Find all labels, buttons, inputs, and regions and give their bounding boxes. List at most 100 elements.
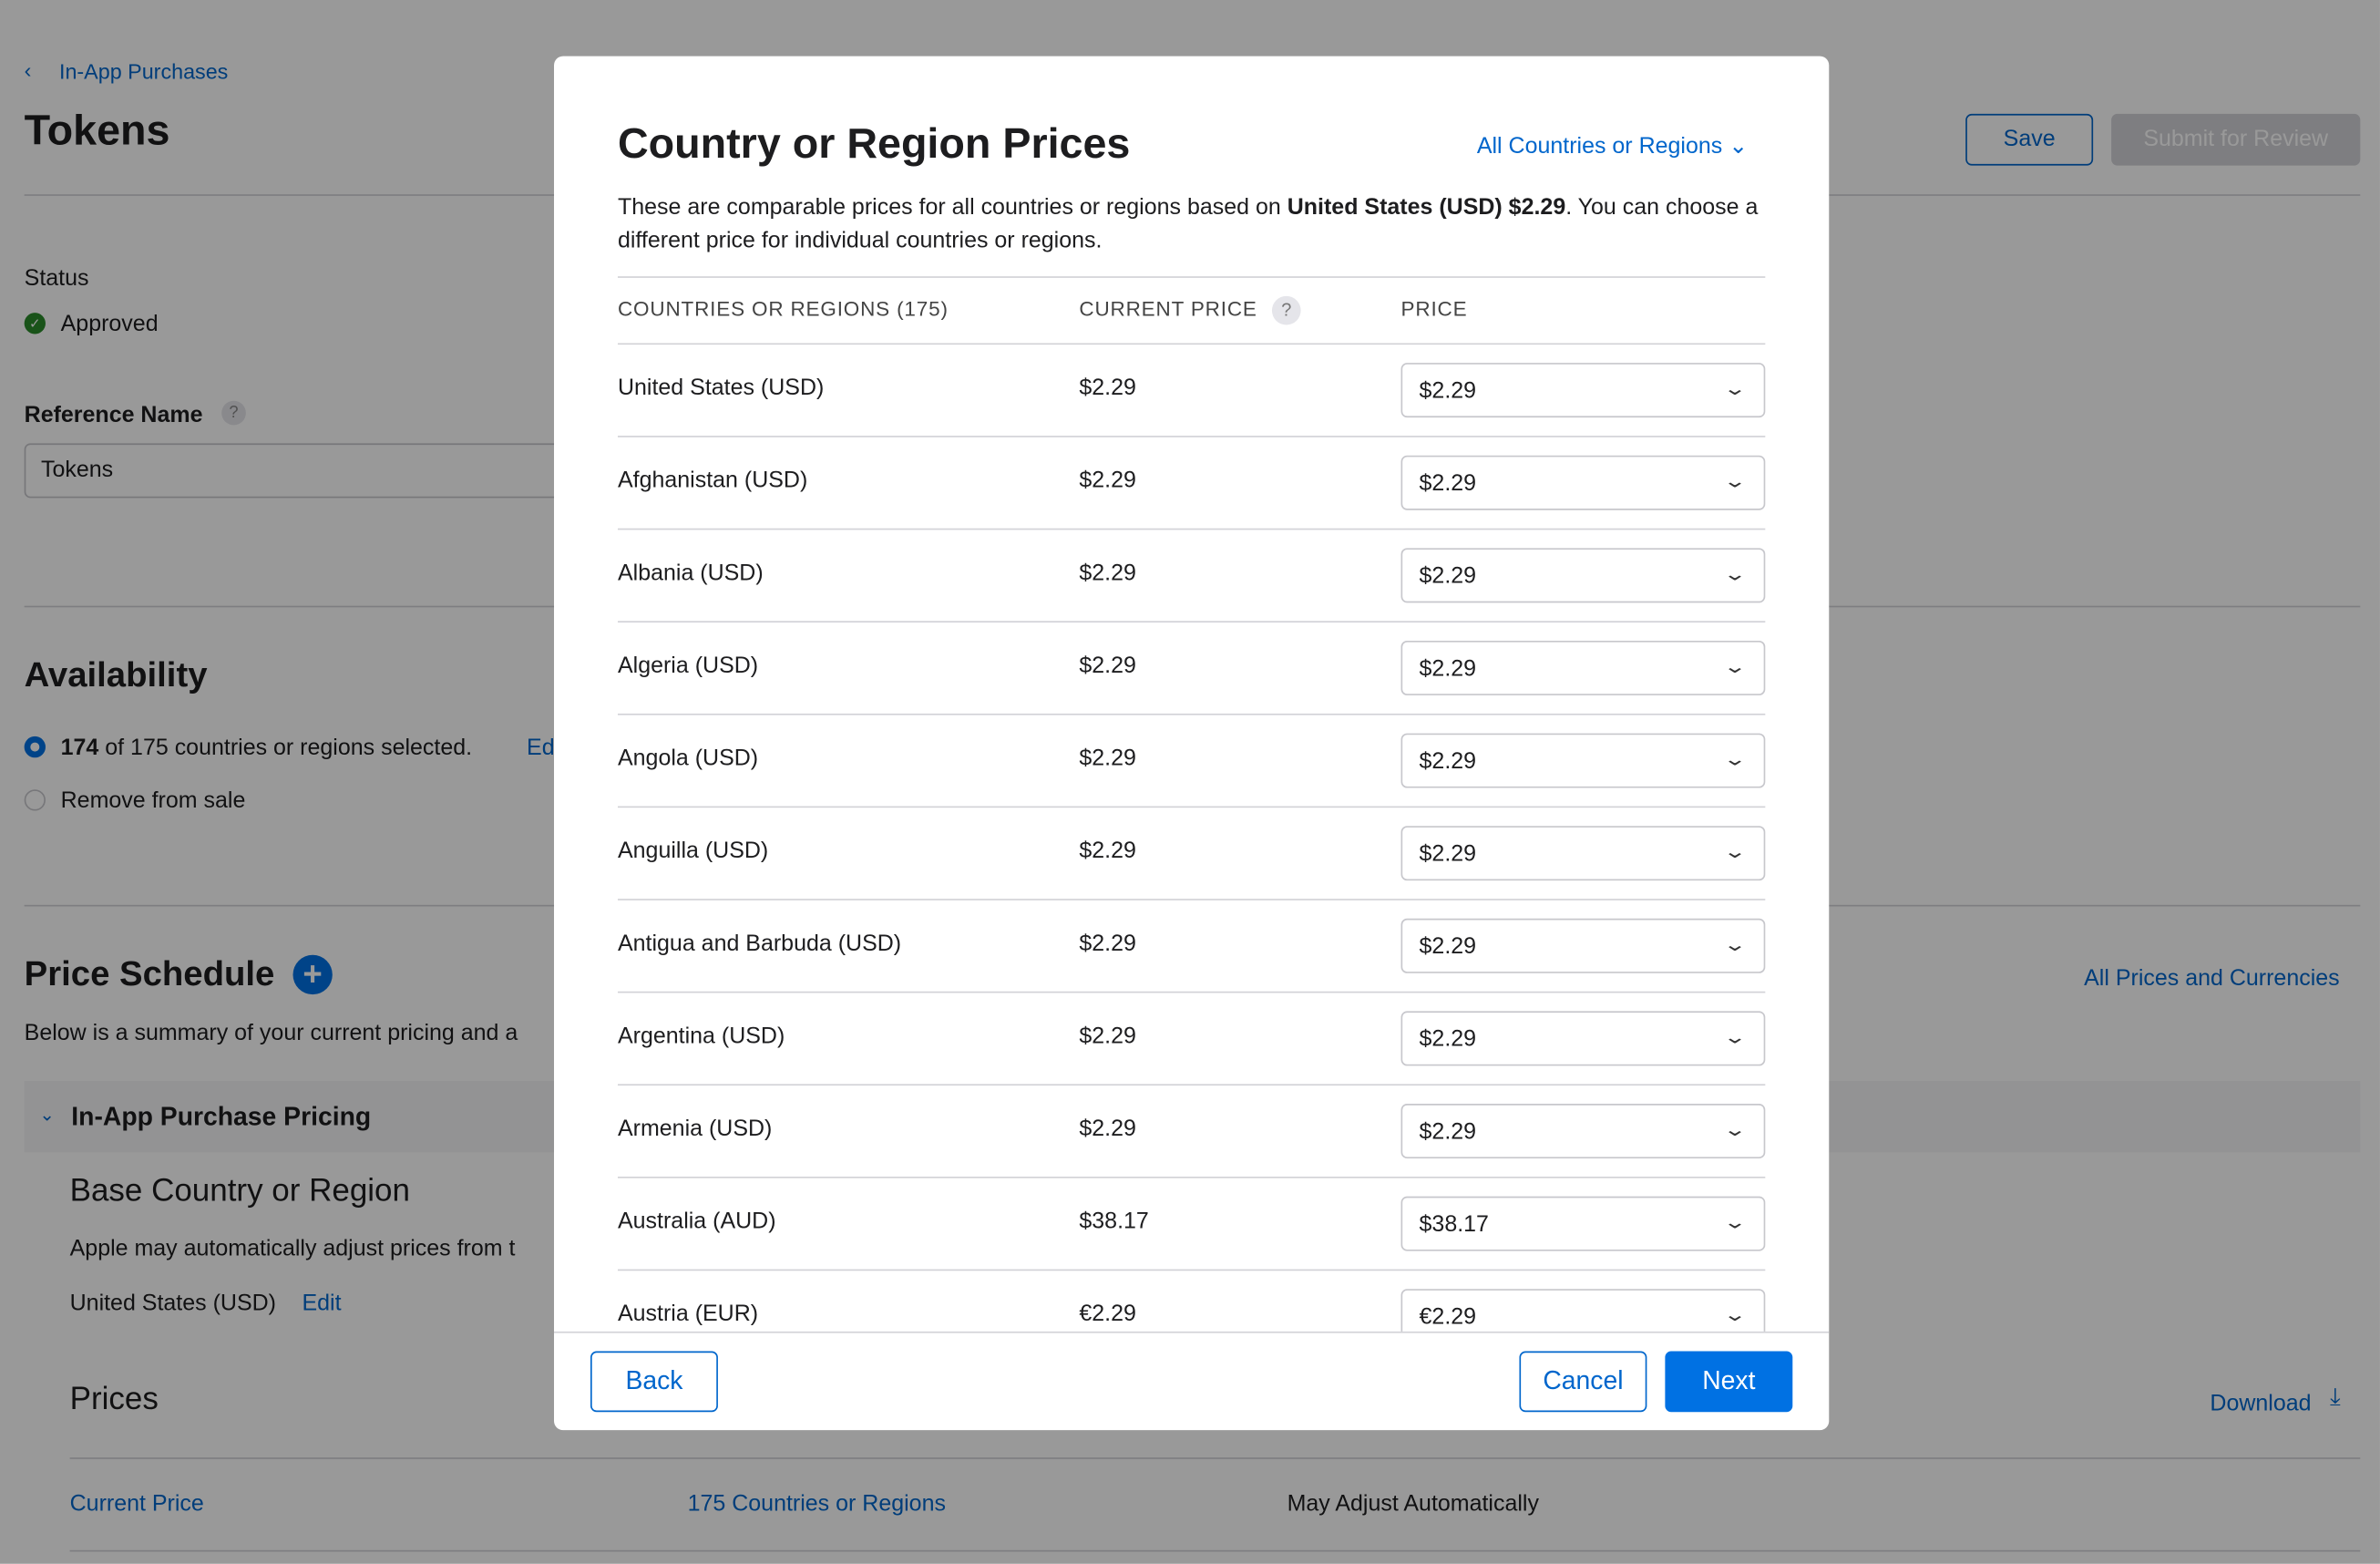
chevron-down-icon: ⌄ [1722,840,1748,863]
price-select[interactable]: $2.29 ⌄ [1400,1011,1766,1066]
country-name: Anguilla (USD) [617,838,769,864]
save-button[interactable]: Save [1965,113,2094,166]
price-value: $2.29 [1419,470,1477,497]
price-value: $2.29 [1419,655,1477,682]
current-price: $2.29 [1079,375,1136,401]
col-header-country: COUNTRIES OR REGIONS (175) [617,297,949,321]
prices-title: Prices [69,1381,159,1417]
cancel-button[interactable]: Cancel [1519,1351,1647,1413]
region-filter-label: All Countries or Regions [1476,133,1723,159]
chevron-down-icon: ⌄ [1722,933,1748,955]
price-select[interactable]: $2.29 ⌄ [1400,733,1766,788]
country-name: Angola (USD) [617,745,759,772]
price-value: $2.29 [1419,748,1477,775]
status-value: Approved [60,311,159,337]
current-price: $2.29 [1079,653,1136,679]
availability-title: Availability [24,653,208,695]
table-row: Afghanistan (USD) $2.29 $2.29 ⌄ [617,437,1766,530]
table-row: Angola (USD) $2.29 $2.29 ⌄ [617,715,1766,808]
price-value: $2.29 [1419,1026,1477,1053]
chevron-down-icon: ⌄ [1722,1118,1748,1141]
current-price: $2.29 [1079,1023,1136,1050]
page-title: Tokens [24,106,170,154]
price-select[interactable]: $38.17 ⌄ [1400,1196,1766,1251]
radio-selected[interactable] [24,736,46,758]
radio-unselected[interactable] [24,789,46,811]
back-chevron-icon[interactable]: ‹ [24,57,32,82]
price-schedule-desc: Below is a summary of your current prici… [24,1020,518,1046]
chevron-down-icon: ⌄ [1722,655,1748,677]
price-schedule-title: Price Schedule [24,953,275,993]
status-label: Status [24,265,89,292]
iap-pricing-label: In-App Purchase Pricing [71,1102,372,1132]
breadcrumb[interactable]: In-App Purchases [58,58,229,84]
countries-column[interactable]: 175 Countries or Regions [687,1490,946,1518]
chevron-down-icon: ⌄ [1722,563,1748,585]
current-price: $2.29 [1079,745,1136,772]
base-region-desc: Apple may automatically adjust prices fr… [69,1235,516,1262]
price-select[interactable]: $2.29 ⌄ [1400,363,1766,418]
price-select[interactable]: $2.29 ⌄ [1400,455,1766,510]
chevron-down-icon: ⌄ [1722,470,1748,492]
country-name: Australia (AUD) [617,1208,776,1235]
reference-name-value: Tokens [40,457,114,483]
table-row: Argentina (USD) $2.29 $2.29 ⌄ [617,993,1766,1086]
chevron-down-icon[interactable]: ⌄ [39,1104,56,1126]
country-name: Afghanistan (USD) [617,468,808,494]
may-adjust-column: May Adjust Automatically [1287,1490,1539,1518]
country-name: Argentina (USD) [617,1023,785,1050]
country-name: United States (USD) [617,375,825,401]
download-link[interactable]: Download [2210,1390,2312,1417]
base-region-value: United States (USD) [69,1290,276,1317]
price-select[interactable]: $2.29 ⌄ [1400,548,1766,603]
current-price: $38.17 [1079,1208,1149,1235]
chevron-down-icon: ⌄ [1722,1026,1748,1048]
price-value: $2.29 [1419,563,1477,590]
chevron-down-icon: ⌄ [1722,1211,1748,1233]
base-region-edit-link[interactable]: Edit [302,1290,342,1317]
base-region-title: Base Country or Region [69,1173,410,1209]
reference-name-input[interactable]: Tokens [24,443,631,499]
price-select[interactable]: $2.29 ⌄ [1400,826,1766,881]
back-button[interactable]: Back [590,1351,718,1413]
country-name: Armenia (USD) [617,1116,773,1142]
country-name: Albania (USD) [617,560,764,586]
price-select[interactable]: $2.29 ⌄ [1400,640,1766,695]
region-filter-dropdown[interactable]: All Countries or Regions ⌄ [1477,132,1748,159]
table-row: Albania (USD) $2.29 $2.29 ⌄ [617,530,1766,623]
price-table[interactable]: United States (USD) $2.29 $2.29 ⌄ Afghanis… [554,345,1829,1332]
price-select[interactable]: €2.29 ⌄ [1400,1289,1766,1332]
price-select[interactable]: $2.29 ⌄ [1400,1104,1766,1159]
modal-title: Country or Region Prices [617,119,1131,168]
all-prices-link[interactable]: All Prices and Currencies [2084,965,2340,992]
help-icon[interactable]: ? [221,400,246,426]
price-value: $2.29 [1419,840,1477,868]
price-value: €2.29 [1419,1303,1477,1331]
current-price: $2.29 [1079,468,1136,494]
current-price: $2.29 [1079,838,1136,864]
chevron-down-icon: ⌄ [1722,748,1748,770]
available-count: 174 [60,735,99,761]
help-icon[interactable]: ? [1271,295,1301,325]
price-value: $2.29 [1419,933,1477,960]
price-value: $38.17 [1419,1211,1489,1238]
country-name: Algeria (USD) [617,653,759,679]
download-icon[interactable]: ⤓ [2330,1384,2341,1411]
availability-text: of 175 countries or regions selected. [105,735,473,761]
table-row: United States (USD) $2.29 $2.29 ⌄ [617,345,1766,437]
next-button[interactable]: Next [1665,1351,1793,1413]
table-row: Austria (EUR) €2.29 €2.29 ⌄ [618,1271,1766,1332]
current-price: $2.29 [1079,1116,1136,1142]
submit-for-review-button[interactable]: Submit for Review [2111,113,2361,166]
price-select[interactable]: $2.29 ⌄ [1400,918,1766,973]
price-value: $2.29 [1419,377,1477,405]
add-icon[interactable]: + [292,954,333,995]
table-row: Antigua and Barbuda (USD) $2.29 $2.29 ⌄ [617,900,1766,993]
col-header-current: CURRENT PRICE [1079,297,1257,321]
country-name: Antigua and Barbuda (USD) [617,931,902,957]
table-row: Armenia (USD) $2.29 $2.29 ⌄ [617,1086,1766,1178]
current-price: €2.29 [1079,1301,1136,1327]
chevron-down-icon: ⌄ [1722,377,1748,400]
check-icon: ✓ [24,313,46,334]
current-price-column[interactable]: Current Price [69,1490,204,1518]
